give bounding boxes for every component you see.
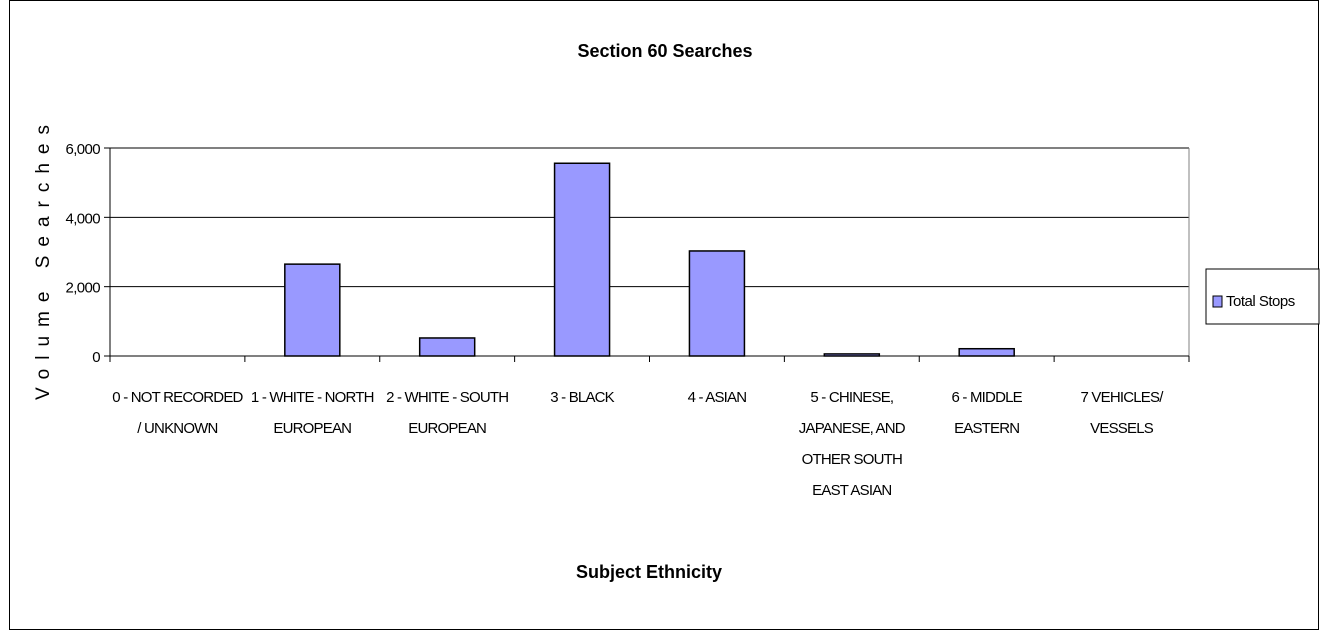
x-tick-label: 5 - CHINESE, JAPANESE, AND OTHER SOUTH EAST… bbox=[799, 389, 906, 499]
bar-1 bbox=[284, 263, 341, 357]
chart-title: Section 60 Searches bbox=[577, 41, 752, 61]
y-tick-label: 4,000 bbox=[65, 210, 100, 227]
x-tick-label: 2 - WHITE - SOUTH EUROPEAN bbox=[386, 389, 508, 437]
bar-2 bbox=[418, 337, 476, 357]
legend-label: Total Stops bbox=[1226, 293, 1295, 310]
x-tick-label: 7 VEHICLES/VESSELS bbox=[1081, 389, 1165, 437]
bar-4 bbox=[688, 250, 746, 357]
bar-6 bbox=[958, 347, 1015, 357]
legend-box bbox=[1205, 268, 1320, 325]
legend: Total Stops bbox=[1205, 268, 1320, 325]
y-tick-label: 2,000 bbox=[65, 280, 100, 297]
x-tick-label: 0 - NOT RECORDED / UNKNOWN bbox=[112, 389, 243, 437]
x-tick-label: 6 - MIDDLE EASTERN bbox=[952, 389, 1023, 437]
y-axis-label: Volume Searches bbox=[33, 116, 54, 400]
plot-area: 0 2,000 4,000 6,000 0 - NOT RECORDED / UNKNOW… bbox=[65, 141, 1190, 499]
bar-3 bbox=[553, 162, 611, 357]
x-tick-label: 3 - BLACK bbox=[550, 389, 614, 406]
x-axis-label: Subject Ethnicity bbox=[576, 562, 722, 582]
y-tick-label: 6,000 bbox=[65, 141, 100, 158]
x-tick-label: 4 - ASIAN bbox=[688, 389, 747, 406]
y-tick-label: 0 bbox=[92, 349, 100, 366]
plot-background bbox=[110, 148, 1189, 356]
legend-swatch bbox=[1212, 295, 1223, 308]
x-tick-label: 1 - WHITE - NORTH EUROPEAN bbox=[251, 389, 374, 437]
